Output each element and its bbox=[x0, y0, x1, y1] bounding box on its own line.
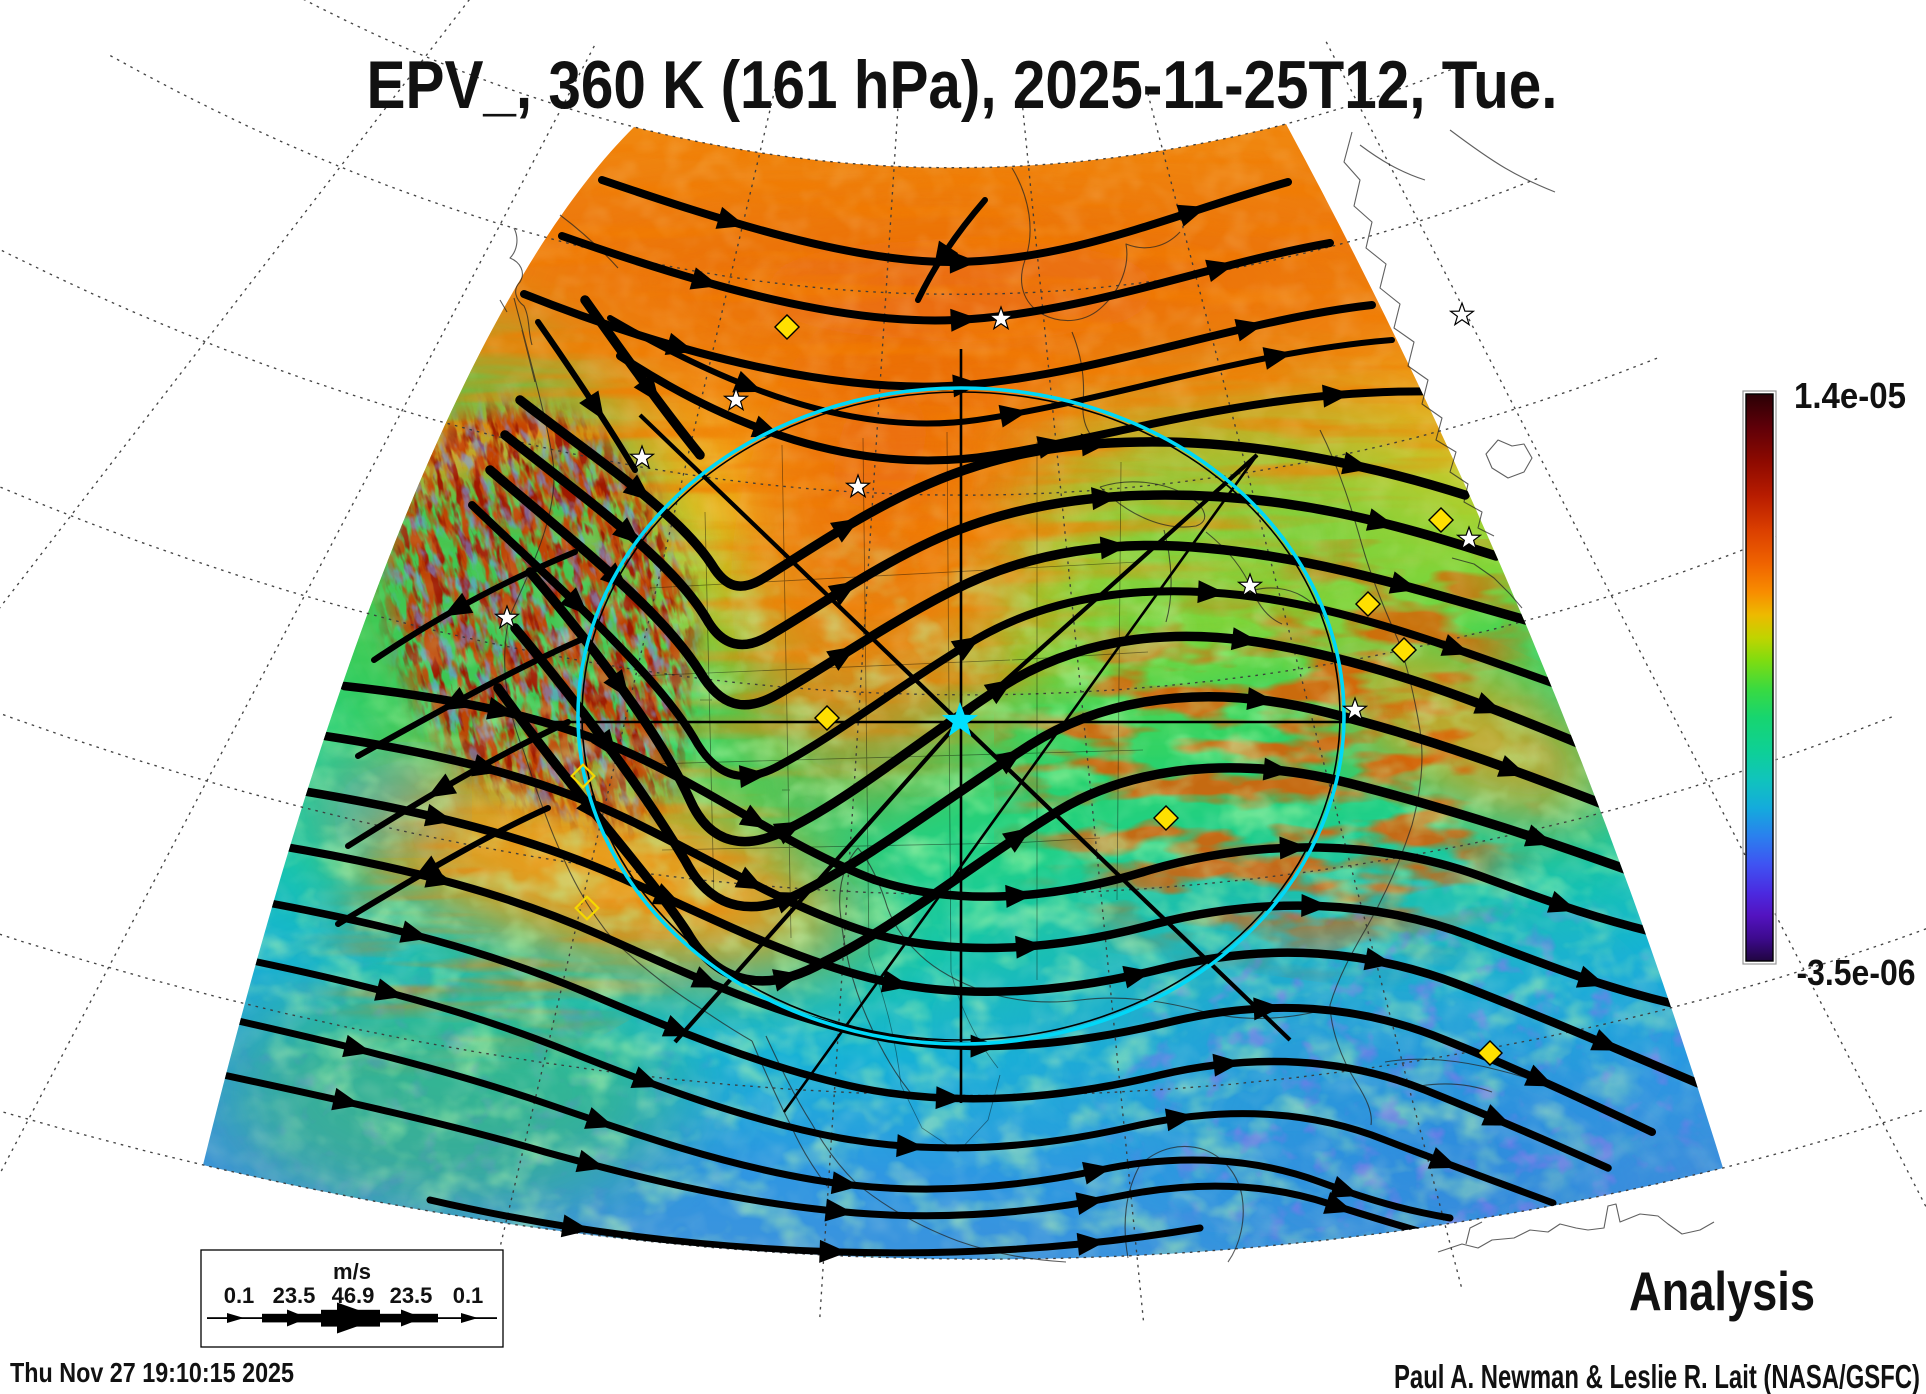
svg-text:0.1: 0.1 bbox=[224, 1283, 255, 1308]
svg-text:Thu Nov 27 19:10:15 2025: Thu Nov 27 19:10:15 2025 bbox=[10, 1357, 294, 1388]
svg-text:23.5: 23.5 bbox=[273, 1283, 316, 1308]
svg-text:-3.5e-06: -3.5e-06 bbox=[1797, 952, 1916, 993]
svg-text:m/s: m/s bbox=[333, 1259, 371, 1284]
svg-text:EPV_, 360 K (161 hPa), 2025-11: EPV_, 360 K (161 hPa), 2025-11-25T12, Tu… bbox=[367, 47, 1558, 123]
svg-text:1.4e-05: 1.4e-05 bbox=[1794, 375, 1906, 416]
svg-text:23.5: 23.5 bbox=[390, 1283, 433, 1308]
svg-text:0.1: 0.1 bbox=[453, 1283, 484, 1308]
svg-text:Paul A. Newman & Leslie R. Lai: Paul A. Newman & Leslie R. Lait (NASA/GS… bbox=[1394, 1358, 1920, 1394]
svg-text:Analysis: Analysis bbox=[1629, 1260, 1815, 1322]
